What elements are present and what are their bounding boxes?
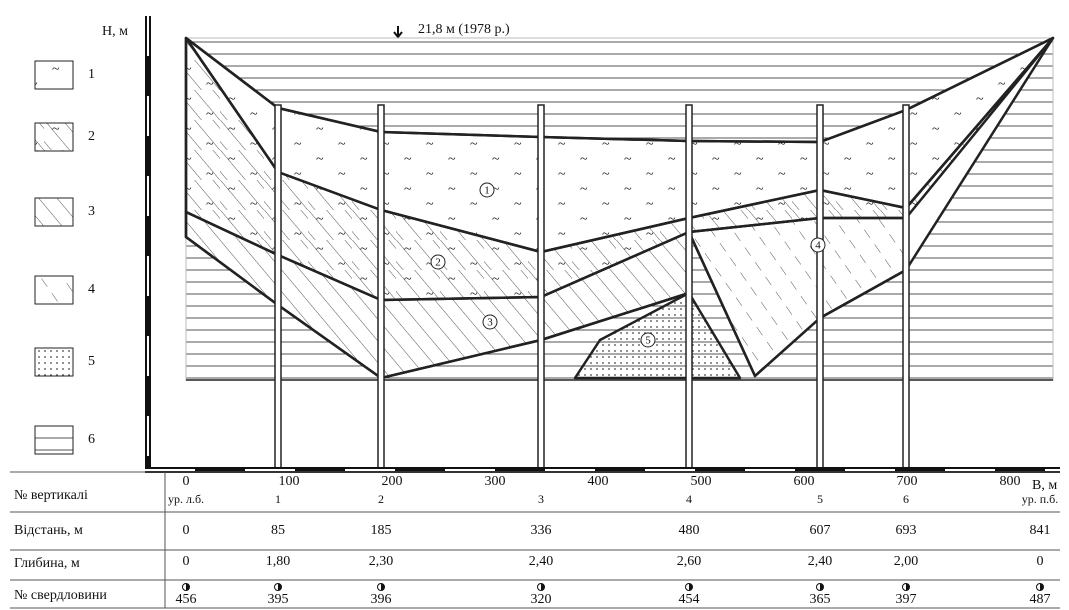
well-number: 454 — [679, 592, 700, 607]
vertical — [275, 105, 281, 470]
vertical-number: 1 — [275, 492, 281, 506]
legend-label: 2 — [88, 129, 95, 144]
vertical-number: 5 — [817, 492, 823, 506]
vertical — [817, 105, 823, 470]
layer-label: 2 — [435, 257, 441, 269]
x-tick-label: 700 — [897, 474, 918, 489]
distance: 841 — [1030, 523, 1051, 538]
row-label: № вертикалі — [14, 488, 88, 503]
cross-section: ~~ ~~ H, м 21,8 м (1978 р.) 123451234560… — [0, 0, 1069, 610]
distance: 607 — [810, 523, 831, 538]
depth: 1,80 — [266, 554, 291, 569]
vertical-number: 3 — [538, 492, 544, 506]
x-tick-label: 300 — [485, 474, 506, 489]
legend-label: 6 — [88, 432, 95, 447]
depth: 0 — [1037, 554, 1044, 569]
legend-swatch — [35, 426, 73, 454]
x-tick-label: 200 — [382, 474, 403, 489]
well-number: 396 — [371, 592, 392, 607]
depth: 2,30 — [369, 554, 394, 569]
vertical-number: 2 — [378, 492, 384, 506]
vertical — [538, 105, 544, 470]
distance: 85 — [271, 523, 285, 538]
legend-label: 4 — [88, 282, 95, 297]
x-tick-label: 0 — [183, 474, 190, 489]
y-axis-label: H, м — [102, 24, 128, 39]
row-label: Відстань, м — [14, 523, 83, 538]
vertical — [686, 105, 692, 470]
x-tick-label: 600 — [794, 474, 815, 489]
layer-label: 3 — [487, 317, 493, 329]
well-number: 487 — [1030, 592, 1051, 607]
depth: 2,40 — [529, 554, 554, 569]
vertical — [903, 105, 909, 470]
legend-swatch — [35, 61, 73, 89]
x-tick-label: 400 — [588, 474, 609, 489]
x-tick-label: 100 — [279, 474, 300, 489]
well-number: 365 — [810, 592, 831, 607]
distance: 336 — [531, 523, 552, 538]
distance: 693 — [896, 523, 917, 538]
well-number: 395 — [268, 592, 289, 607]
well-number: 397 — [896, 592, 917, 607]
depth: 2,00 — [894, 554, 919, 569]
depth: 0 — [183, 554, 190, 569]
distance: 480 — [679, 523, 700, 538]
legend-swatch — [35, 276, 73, 304]
vertical-number: ур. л.б. — [168, 492, 204, 506]
distance: 0 — [183, 523, 190, 538]
row-label: Глибина, м — [14, 556, 80, 571]
water-level: 21,8 м (1978 р.) — [418, 22, 510, 37]
legend-swatch — [35, 123, 73, 151]
layer-label: 5 — [645, 335, 651, 347]
legend-label: 3 — [88, 204, 95, 219]
depth: 2,40 — [808, 554, 833, 569]
water-arrow — [394, 26, 402, 37]
legend-label: 5 — [88, 354, 95, 369]
well-number: 456 — [176, 592, 197, 607]
x-tick-label: 800 — [1000, 474, 1021, 489]
legend-swatch — [35, 348, 73, 376]
layer-label: 4 — [815, 240, 821, 252]
layer-label: 1 — [484, 185, 490, 197]
vertical-number: 4 — [686, 492, 692, 506]
depth: 2,60 — [677, 554, 702, 569]
distance: 185 — [371, 523, 392, 538]
legend-label: 1 — [88, 67, 95, 82]
x-tick-label: 500 — [691, 474, 712, 489]
vertical-number: ур. п.б. — [1022, 492, 1059, 506]
well-number: 320 — [531, 592, 552, 607]
legend-swatch — [35, 198, 73, 226]
vertical — [378, 105, 384, 470]
row-label: № свердловини — [14, 588, 107, 603]
vertical-number: 6 — [903, 492, 909, 506]
